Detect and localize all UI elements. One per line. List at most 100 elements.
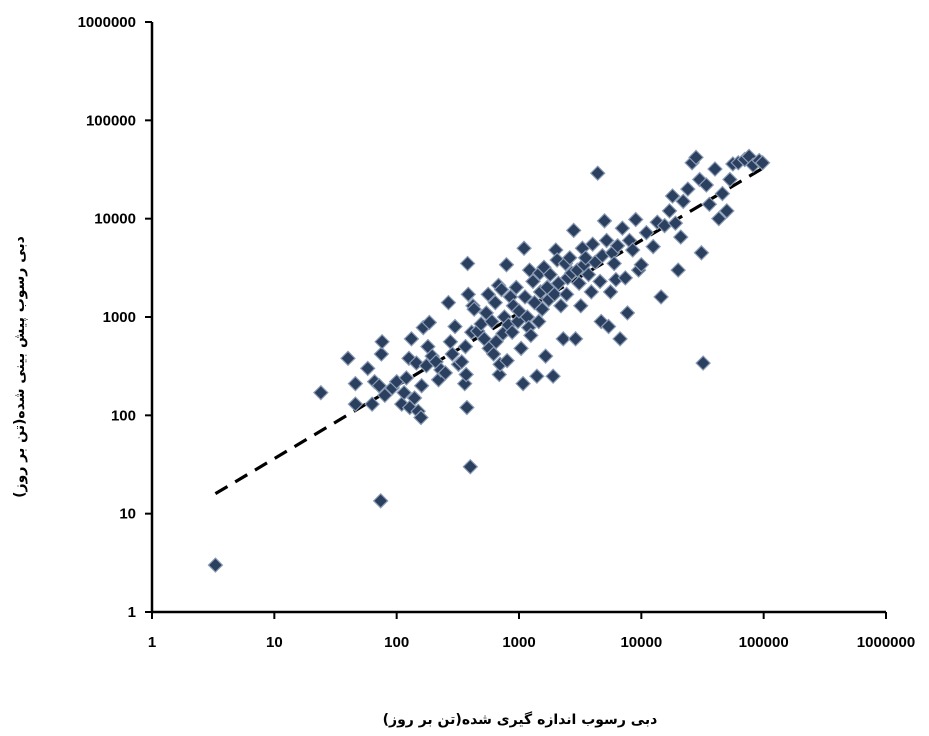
data-point — [364, 396, 380, 412]
data-point — [499, 352, 515, 369]
data-point — [485, 346, 502, 362]
data-point — [447, 318, 463, 335]
data-point — [614, 220, 631, 237]
data-point — [707, 161, 723, 177]
data-point — [609, 237, 626, 254]
y-tick-label: 1 — [128, 604, 136, 621]
data-point — [508, 279, 525, 296]
data-point — [695, 355, 711, 371]
data-point — [480, 286, 497, 303]
y-tick-label: 1000000 — [78, 14, 136, 31]
data-point — [504, 324, 521, 341]
data-point — [571, 275, 587, 292]
data-point — [558, 286, 575, 303]
data-point — [491, 366, 508, 383]
x-tick-label: 1000000 — [857, 634, 915, 651]
data-point — [516, 240, 532, 257]
data-point — [207, 557, 224, 573]
data-point — [458, 366, 475, 383]
data-point — [530, 313, 547, 330]
y-tick-label: 100000 — [86, 112, 136, 129]
data-point — [701, 196, 718, 213]
data-point — [373, 346, 390, 362]
y-tick-label: 10 — [119, 506, 136, 523]
data-point — [413, 377, 430, 394]
data-point — [600, 318, 617, 335]
data-point — [421, 314, 438, 331]
x-tick-label: 100 — [384, 634, 409, 651]
y-axis-title: دبی رسوب پیش بینی شده(تن بر روز) — [12, 236, 28, 498]
x-tick-label: 10000 — [620, 634, 662, 651]
data-point — [515, 375, 531, 392]
data-point — [672, 229, 689, 245]
data-point — [513, 340, 529, 357]
trendline — [214, 166, 765, 495]
data-point — [714, 185, 731, 202]
data-points — [207, 148, 771, 573]
data-point — [537, 348, 554, 364]
data-point — [529, 368, 545, 385]
x-tick-label: 10 — [266, 634, 283, 651]
data-point — [460, 286, 477, 303]
data-point — [555, 330, 572, 347]
y-tick-label: 10000 — [94, 211, 136, 228]
x-tick-label: 1000 — [502, 634, 535, 651]
data-point — [396, 384, 412, 401]
data-point — [624, 242, 641, 258]
data-point — [488, 333, 504, 350]
data-point — [347, 375, 364, 392]
data-point — [670, 262, 687, 278]
data-point — [371, 377, 388, 394]
x-tick-label: 100000 — [739, 634, 789, 651]
data-point — [645, 238, 662, 255]
data-point — [403, 330, 420, 347]
data-point — [606, 255, 623, 272]
y-tick-label: 100 — [111, 407, 136, 424]
data-point — [718, 203, 735, 219]
data-point — [667, 215, 684, 232]
data-point — [459, 255, 476, 272]
data-point — [462, 458, 479, 475]
data-point — [523, 327, 539, 344]
data-point — [453, 353, 470, 370]
data-point — [710, 210, 727, 227]
data-point — [592, 273, 608, 290]
data-point — [619, 305, 636, 321]
data-point — [612, 330, 628, 347]
data-point — [583, 284, 600, 300]
y-tick-label: 1000 — [103, 309, 136, 326]
data-point — [406, 390, 423, 406]
data-point — [398, 370, 415, 386]
data-point — [457, 338, 474, 355]
data-point — [542, 266, 559, 283]
data-point — [627, 211, 644, 228]
data-point — [359, 360, 376, 377]
data-point — [688, 149, 704, 166]
data-point — [493, 281, 510, 298]
data-point — [525, 273, 541, 290]
data-point — [340, 350, 356, 367]
data-point — [580, 266, 597, 283]
data-point — [638, 224, 655, 241]
data-point — [466, 301, 483, 318]
tick-labels: 1 10 100 1000 10000 100000 1000000 1 10 100 1000 10… — [78, 14, 916, 651]
data-point — [413, 409, 429, 426]
data-point — [459, 399, 475, 416]
data-point — [693, 244, 710, 261]
data-point — [374, 333, 390, 350]
data-point — [754, 154, 771, 171]
data-point — [572, 297, 589, 314]
trendline-layer — [214, 166, 765, 495]
data-point — [675, 193, 692, 210]
data-point — [517, 289, 533, 305]
x-axis-title: دبی رسوب اندازه گیری شده(تن بر روز) — [383, 711, 658, 728]
data-point — [722, 171, 738, 188]
data-point — [312, 384, 329, 401]
axes — [145, 21, 887, 619]
data-point — [661, 203, 678, 219]
data-point — [372, 493, 389, 509]
data-point — [553, 297, 569, 314]
data-point — [567, 330, 584, 347]
data-point — [617, 270, 634, 286]
